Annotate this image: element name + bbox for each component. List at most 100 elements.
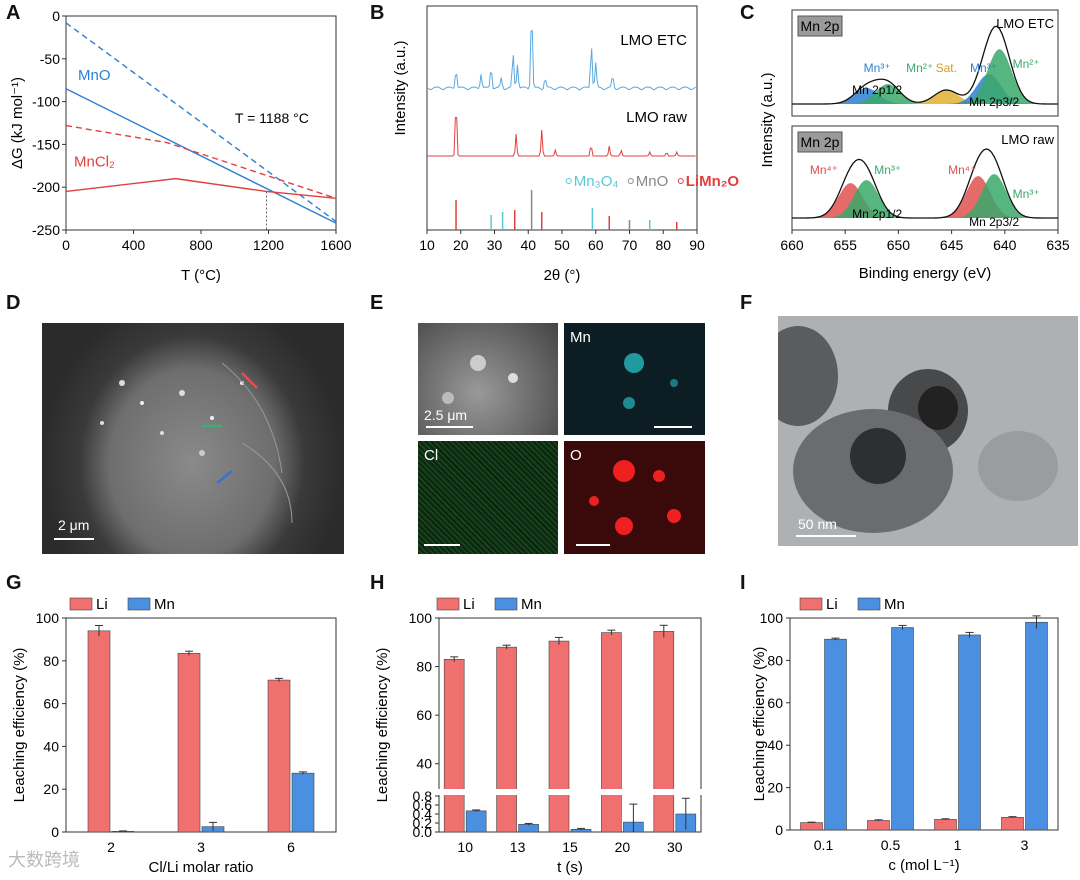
orbital-label: Mn 2p3/2: [969, 215, 1019, 229]
legend-swatch: [436, 597, 460, 611]
x-tick-label: 30: [667, 839, 683, 855]
peak-label: Mn⁴⁺: [810, 163, 838, 177]
peak-label: Mn³⁺: [874, 163, 901, 177]
x-tick-label: 1200: [253, 237, 284, 253]
y-tick-label: 40: [767, 737, 783, 753]
scale-label-e: 2.5 μm: [424, 407, 468, 423]
chart-a-gibbs-energy: 0 400 800 1200 1600 0 -50 -100 -150 -200 -250 T (°C…: [9, 8, 352, 284]
x-tick-label: 800: [189, 237, 213, 253]
x-tick-label: 2: [107, 839, 115, 855]
sample-label: LMO ETC: [996, 16, 1054, 31]
x-tick-label: 660: [780, 237, 804, 253]
bar: [824, 638, 847, 831]
y-tick-label: 0: [51, 824, 59, 840]
blue-arrow-icon: [216, 470, 233, 484]
x-tick-label: 15: [562, 839, 578, 855]
spectrum-title-box: [797, 131, 843, 153]
legend-label: Mn: [521, 596, 542, 613]
y-axis-label: Leaching efficiency (%): [11, 648, 28, 803]
legend-swatch: [857, 597, 881, 611]
bar: [465, 810, 487, 833]
bar: [601, 632, 622, 833]
scale-label-d: 2 μm: [58, 517, 90, 533]
legend-entry: LiMn₂O₄: [686, 173, 740, 190]
legend-marker: [565, 178, 572, 184]
y-tick-label: 80: [43, 653, 59, 669]
series-line: [65, 177, 337, 200]
x-tick-label: 13: [510, 839, 526, 855]
legend-marker: [677, 178, 684, 184]
x-tick-label: 30: [487, 237, 503, 253]
x-tick-label: 10: [419, 237, 435, 253]
panel-label-h: H: [370, 572, 385, 594]
y-tick-label: -50: [40, 51, 60, 67]
legend-swatch: [799, 597, 823, 611]
eds-map-o: O: [564, 441, 705, 554]
y-tick-label: -200: [32, 179, 60, 195]
legend-swatch: [494, 597, 518, 611]
bar: [177, 653, 201, 833]
x-tick-label: 650: [887, 237, 911, 253]
peak-label: Mn⁴⁺: [948, 163, 976, 177]
x-tick-label: 400: [122, 237, 146, 253]
y-tick-label: 0.2: [413, 815, 433, 831]
series-line: [65, 124, 337, 199]
sem-image-e: 2.5 μm: [418, 323, 558, 435]
bar: [653, 631, 675, 833]
x-axis-label: t (s): [557, 859, 583, 876]
y-tick-label: -150: [32, 136, 60, 152]
peak-label: Mn³⁺: [970, 61, 997, 75]
plot-frame: [791, 125, 1059, 231]
fit-envelope: [791, 148, 1059, 219]
eds-label-o: O: [570, 447, 582, 464]
series-line: [65, 88, 337, 224]
x-tick-label: 1600: [320, 237, 351, 253]
x-tick-label: 6: [287, 839, 295, 855]
orbital-label: Mn 2p3/2: [969, 95, 1019, 109]
panel-label-e: E: [370, 292, 384, 314]
legend-label: Li: [826, 596, 838, 613]
watermark: 大数跨境: [8, 850, 80, 870]
x-tick-label: 90: [689, 237, 705, 253]
peak-label: Mn³⁺: [1013, 187, 1040, 201]
panel-label-g: G: [6, 572, 22, 594]
fit-peak: [792, 174, 1058, 218]
trace-label-etc: LMO ETC: [620, 32, 687, 49]
y-tick-label: 0.6: [413, 797, 433, 813]
eds-label-mn: Mn: [570, 329, 591, 346]
orbital-label: Mn 2p1/2: [852, 207, 902, 221]
x-tick-label: 0: [62, 237, 70, 253]
trace-lmo-etc: [426, 29, 696, 91]
x-tick-label: 655: [834, 237, 858, 253]
panel-label-i: I: [740, 572, 746, 594]
legend-marker: [627, 178, 634, 184]
peak-label: Sat.: [936, 61, 957, 75]
y-tick-label: 100: [409, 610, 433, 626]
series-line: [65, 22, 337, 223]
panel-label-f: F: [740, 292, 753, 314]
bar: [958, 634, 981, 831]
x-tick-label: 3: [1021, 837, 1029, 853]
scale-label-f: 50 nm: [798, 516, 837, 532]
bar: [267, 679, 291, 833]
x-axis-label: Binding energy (eV): [859, 265, 992, 282]
x-tick-label: 1: [954, 837, 962, 853]
y-tick-label: 0.4: [413, 806, 433, 822]
plot-frame: [791, 9, 1059, 117]
bar: [867, 820, 890, 831]
bar: [291, 772, 315, 833]
y-axis-label: Intensity (a.u.): [392, 40, 409, 135]
bar: [518, 824, 539, 833]
sem-surface: [54, 362, 293, 540]
legend-label: Li: [463, 596, 475, 613]
x-axis-label: 2θ (°): [544, 267, 581, 284]
legend-label: Mn: [154, 596, 175, 613]
bar: [443, 658, 465, 833]
y-tick-label: 0.0: [413, 824, 433, 840]
y-tick-label: 60: [416, 707, 432, 723]
red-arrow-icon: [241, 372, 258, 389]
fit-envelope: [792, 25, 1059, 105]
bar: [1001, 816, 1024, 831]
y-tick-label: -250: [32, 222, 60, 238]
x-tick-label: 60: [588, 237, 604, 253]
